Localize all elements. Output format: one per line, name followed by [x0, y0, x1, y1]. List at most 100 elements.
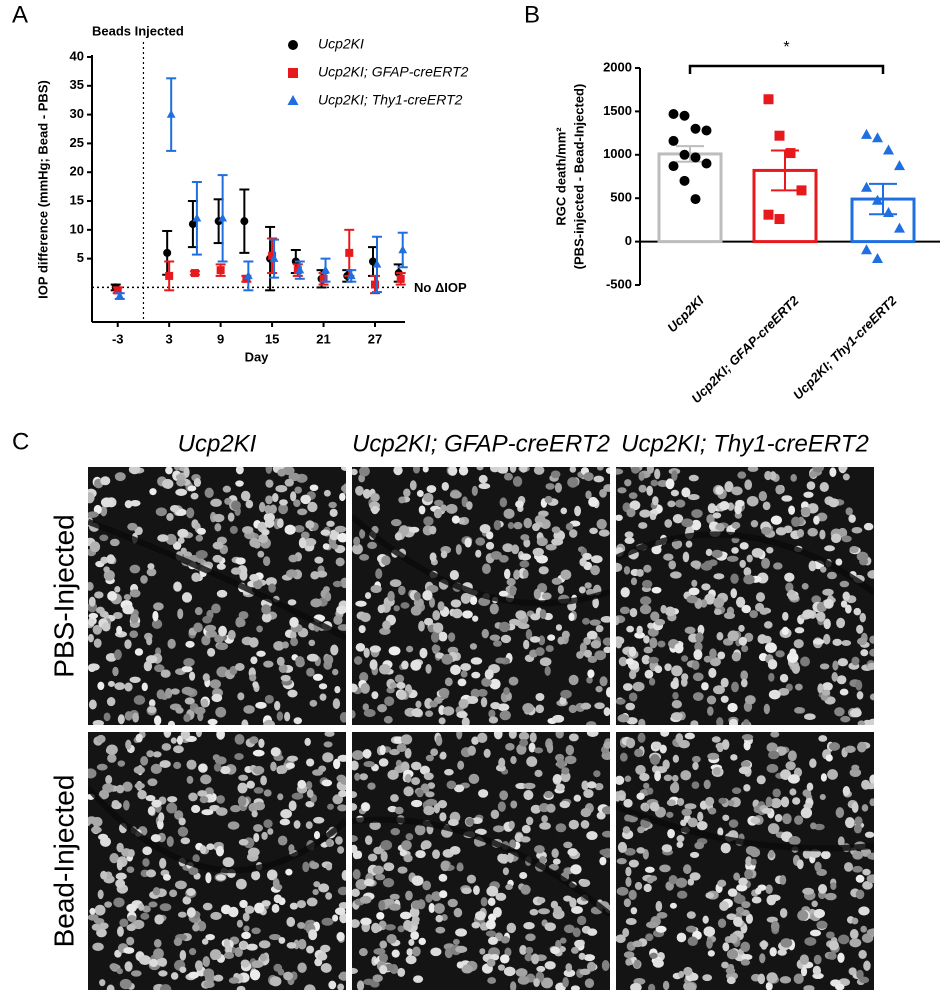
cell [825, 931, 835, 939]
cell [186, 907, 196, 918]
cell [405, 645, 414, 653]
cell [863, 522, 874, 531]
data-point [668, 109, 679, 120]
cell [194, 960, 203, 972]
cell [815, 611, 826, 622]
cell [418, 937, 426, 946]
cell [744, 695, 756, 705]
cell [508, 676, 519, 686]
cell [229, 525, 238, 534]
cell [302, 861, 310, 873]
cell [465, 817, 475, 826]
cell [197, 790, 208, 797]
cell [570, 864, 582, 875]
cell [147, 563, 155, 570]
cell [352, 919, 360, 928]
cell [532, 547, 544, 557]
cell [685, 925, 697, 933]
cell [812, 965, 822, 976]
cell [116, 968, 123, 975]
cell [623, 798, 633, 808]
cell [585, 490, 592, 500]
data-point [785, 148, 796, 159]
cell [170, 737, 177, 744]
cell [493, 640, 502, 647]
cell [251, 927, 261, 935]
cell [851, 656, 860, 666]
cell [202, 673, 210, 682]
cell [571, 946, 579, 954]
cell [818, 884, 828, 894]
cell [521, 824, 531, 834]
cell [731, 651, 741, 662]
cell [695, 632, 704, 643]
cell [629, 607, 638, 618]
cell [651, 586, 662, 594]
cell [513, 521, 523, 530]
cell [377, 704, 388, 713]
cell [551, 848, 559, 859]
cell [277, 835, 288, 846]
cell [623, 898, 631, 908]
cell [192, 923, 200, 932]
cell [719, 500, 730, 511]
cell [509, 839, 517, 850]
cell [268, 583, 276, 593]
cell [194, 607, 203, 616]
cell [334, 907, 346, 916]
cell [159, 984, 172, 990]
cell [228, 977, 240, 984]
cell [160, 669, 171, 678]
cell [386, 934, 397, 944]
cell [856, 691, 864, 700]
cell [533, 588, 541, 600]
cell [88, 492, 95, 504]
cell [389, 579, 402, 587]
cell [119, 978, 132, 990]
cell [646, 787, 654, 795]
cell [377, 604, 386, 614]
cell [617, 487, 627, 494]
cell [309, 484, 319, 492]
cell [503, 508, 515, 519]
cell [600, 616, 610, 623]
cell [337, 886, 346, 896]
cell [705, 548, 713, 557]
cell [533, 845, 545, 854]
cell [384, 696, 395, 707]
cell [159, 760, 171, 768]
cell [630, 577, 638, 586]
cell [618, 656, 628, 667]
cell [860, 649, 869, 657]
cell [413, 975, 424, 983]
cell [425, 663, 432, 674]
cell [166, 836, 174, 847]
cell [296, 900, 307, 909]
cell [625, 876, 632, 887]
cell [176, 735, 183, 745]
cell [590, 640, 602, 649]
cell [579, 879, 591, 887]
cell [694, 841, 705, 850]
panel-label: C [12, 428, 29, 455]
cell [654, 468, 661, 480]
cell [854, 816, 863, 826]
cell [389, 682, 398, 689]
cell [684, 732, 695, 740]
cell [568, 674, 579, 686]
cell [647, 622, 654, 629]
cell [175, 707, 184, 714]
cell [263, 660, 274, 668]
cell [277, 765, 287, 774]
cell [360, 917, 372, 926]
cell [390, 794, 399, 803]
cell [165, 533, 177, 545]
cell [628, 646, 637, 657]
cell [855, 679, 863, 691]
cell [707, 503, 717, 514]
cell [359, 467, 370, 477]
cell [405, 890, 413, 901]
cell [181, 592, 193, 603]
cell [117, 926, 124, 937]
cell [214, 634, 224, 644]
